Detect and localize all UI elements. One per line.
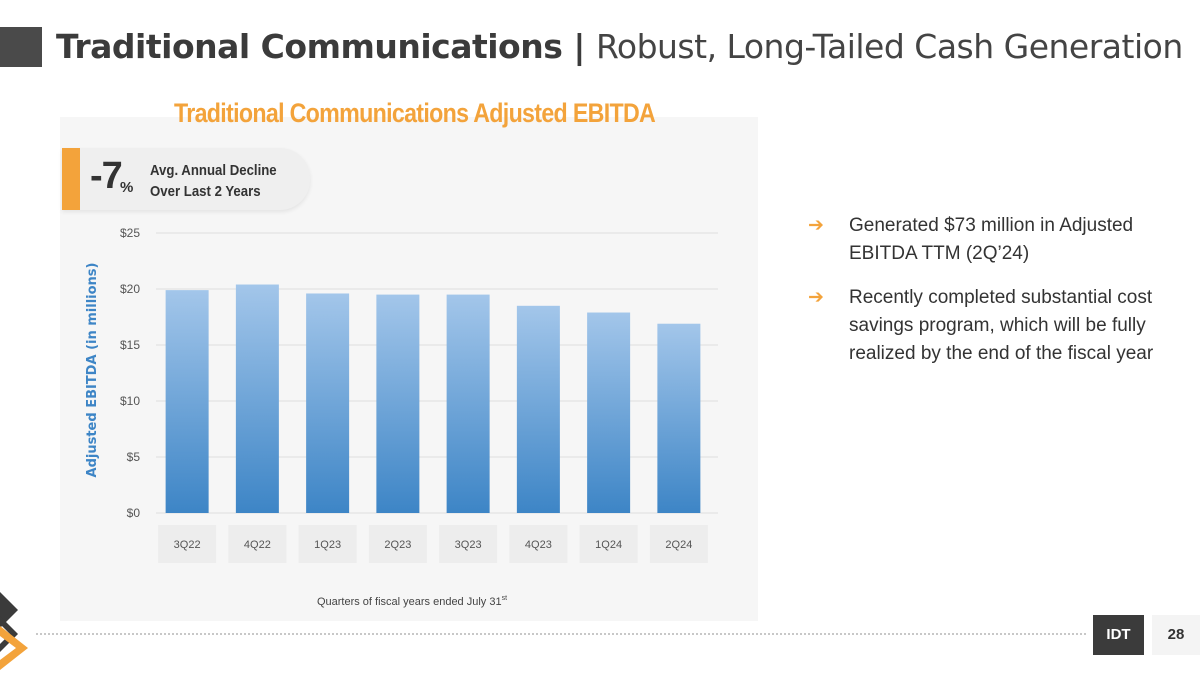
- title-separator: |: [573, 27, 585, 66]
- x-tick-box: [439, 525, 498, 563]
- x-tick-label: 1Q23: [314, 539, 341, 551]
- x-axis-label: Quarters of fiscal years ended July 31st: [317, 595, 507, 608]
- y-tick-label: $0: [127, 506, 141, 520]
- page-subtitle: Robust, Long-Tailed Cash Generation: [595, 27, 1183, 66]
- kpi-callout: -7 % Avg. Annual Decline Over Last 2 Yea…: [62, 148, 310, 210]
- bullet-text: Recently completed substantial cost savi…: [849, 287, 1154, 364]
- y-tick-label: $10: [120, 394, 140, 408]
- x-tick-box: [579, 525, 638, 563]
- x-tick-label: 2Q23: [384, 539, 411, 551]
- x-tick-box: [228, 525, 287, 563]
- bullet-item: ➔ Recently completed substantial cost sa…: [800, 284, 1160, 368]
- bar: [657, 323, 701, 513]
- x-tick-label: 4Q22: [244, 539, 271, 551]
- kpi-label-line2: Over Last 2 Years: [150, 183, 261, 200]
- y-tick-label: $20: [120, 282, 140, 296]
- right-arrow-icon: ➔: [808, 287, 824, 308]
- corner-logo-icon: [0, 592, 28, 670]
- y-tick-label: $15: [120, 338, 140, 352]
- y-tick-label: $25: [120, 226, 140, 240]
- x-tick-box: [298, 525, 357, 563]
- chart-title: Traditional Communications Adjusted EBIT…: [174, 98, 656, 128]
- footer-brand: IDT: [1093, 615, 1144, 655]
- x-tick-label: 1Q24: [595, 539, 622, 551]
- x-tick-label: 3Q23: [455, 539, 482, 551]
- x-tick-label: 4Q23: [525, 539, 552, 551]
- bar: [587, 312, 631, 513]
- x-tick-box: [158, 525, 217, 563]
- kpi-label-line1: Avg. Annual Decline: [150, 162, 277, 179]
- bullet-text: Generated $73 million in Adjusted EBITDA…: [849, 215, 1134, 264]
- title-accent-square: [0, 27, 42, 67]
- kpi-value: -7: [90, 155, 123, 197]
- bullet-item: ➔ Generated $73 million in Adjusted EBIT…: [800, 212, 1160, 268]
- page-number: 28: [1152, 615, 1200, 655]
- x-tick-box: [649, 525, 708, 563]
- bullet-list: ➔ Generated $73 million in Adjusted EBIT…: [800, 212, 1160, 384]
- bar: [235, 284, 279, 513]
- x-axis-label-superscript: st: [502, 595, 508, 602]
- bar: [165, 290, 209, 513]
- y-tick-label: $5: [127, 450, 141, 464]
- footer-divider: [36, 633, 1086, 635]
- page-title: Traditional Communications | Robust, Lon…: [56, 26, 1183, 68]
- bar: [306, 293, 350, 513]
- x-tick-label: 3Q22: [174, 539, 201, 551]
- x-tick-box: [368, 525, 427, 563]
- kpi-unit: %: [120, 179, 134, 196]
- bar: [446, 294, 490, 513]
- y-axis-label: Adjusted EBITDA (in millions): [85, 263, 100, 478]
- bar: [376, 294, 420, 513]
- x-tick-label: 2Q24: [665, 539, 692, 551]
- x-tick-box: [509, 525, 568, 563]
- right-arrow-icon: ➔: [808, 215, 824, 236]
- page-title-bold: Traditional Communications: [56, 27, 563, 66]
- kpi-accent-bar: [62, 148, 80, 210]
- bar: [516, 305, 560, 513]
- kpi-label: Avg. Annual Decline Over Last 2 Years: [150, 160, 282, 202]
